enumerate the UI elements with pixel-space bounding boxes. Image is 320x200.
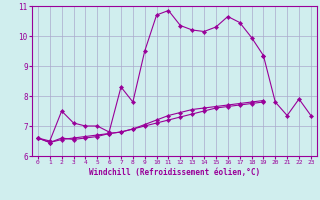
- X-axis label: Windchill (Refroidissement éolien,°C): Windchill (Refroidissement éolien,°C): [89, 168, 260, 177]
